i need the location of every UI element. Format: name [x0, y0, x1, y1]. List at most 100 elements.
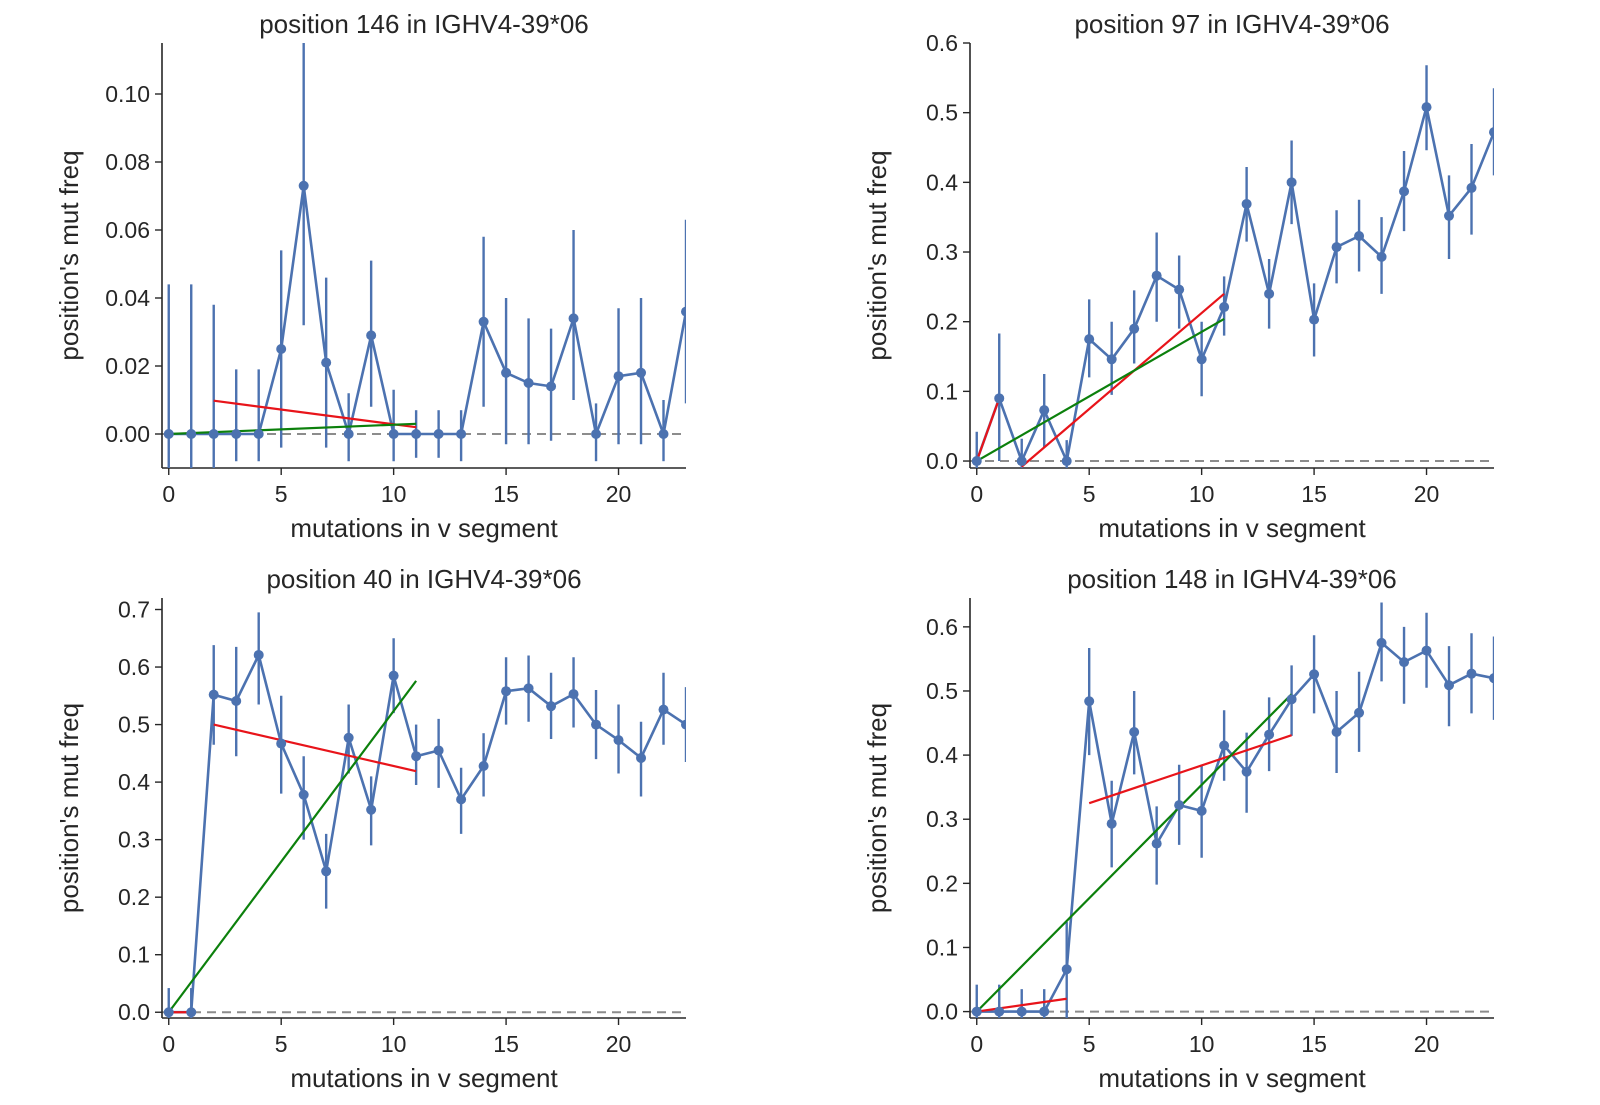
- data-point: [1421, 645, 1432, 656]
- x-axis-label: mutations in v segment: [290, 1063, 558, 1093]
- data-point: [478, 316, 489, 327]
- data-point: [501, 367, 512, 378]
- data-point: [1309, 314, 1320, 325]
- data-point: [1151, 270, 1162, 281]
- data-point: [994, 1006, 1005, 1017]
- y-axis-label: position's mut freq: [862, 150, 892, 360]
- y-tick-label: 0.3: [926, 239, 958, 265]
- red-fit-line: [213, 723, 417, 773]
- y-tick-label: 0.6: [926, 30, 958, 56]
- data-point: [366, 330, 377, 341]
- data-point: [523, 378, 534, 388]
- y-tick-label: 0.10: [105, 81, 150, 107]
- chart-panel-1: position 146 in IGHV4-39*06 0 5 10 15 20 0.00 0…: [54, 9, 686, 543]
- y-tick-label: 0.06: [105, 217, 150, 243]
- data-point: [1489, 673, 1494, 684]
- y-tick-label: 0.5: [118, 712, 150, 738]
- x-tick-label: 15: [493, 481, 519, 507]
- chart-title: position 97 in IGHV4-39*06: [1074, 9, 1389, 39]
- data-point: [1264, 288, 1275, 299]
- red-fit-line: [975, 397, 1001, 462]
- data-point: [1039, 1006, 1050, 1017]
- series-group: [971, 602, 1494, 1018]
- x-tick-label: 0: [162, 1031, 175, 1057]
- y-tick-label: 0.02: [105, 353, 150, 379]
- x-tick-label: 0: [162, 481, 175, 507]
- x-tick-label: 0: [970, 1031, 983, 1057]
- data-point: [1039, 405, 1050, 416]
- y-tick-label: 0.4: [926, 742, 958, 768]
- data-point: [231, 429, 242, 439]
- x-tick-label: 10: [381, 1031, 407, 1057]
- chart-panel-2: position 97 in IGHV4-39*06 0 5 10 15 20 0.0 0.1…: [862, 9, 1494, 543]
- data-point: [1376, 251, 1387, 262]
- data-point: [1376, 637, 1387, 648]
- data-point: [658, 704, 669, 715]
- y-tick-label: 0.1: [118, 942, 150, 968]
- data-point: [1466, 668, 1477, 679]
- y-tick-label: 0.4: [118, 769, 150, 795]
- data-point: [1016, 456, 1027, 467]
- data-point: [1106, 354, 1117, 365]
- x-tick-label: 15: [493, 1031, 519, 1057]
- x-tick-label: 5: [1083, 1031, 1096, 1057]
- data-point: [163, 1007, 174, 1018]
- data-point: [1196, 354, 1207, 365]
- data-point: [1421, 102, 1432, 113]
- x-axis-label: mutations in v segment: [1098, 513, 1366, 543]
- red-fit-line: [1021, 292, 1225, 468]
- chart-title: position 40 in IGHV4-39*06: [266, 564, 581, 594]
- data-point: [1399, 186, 1410, 197]
- data-point: [1331, 727, 1342, 738]
- data-point: [971, 1006, 982, 1017]
- chart-title: position 146 in IGHV4-39*06: [259, 9, 589, 39]
- y-tick-label: 0.2: [926, 309, 958, 335]
- data-point: [1129, 323, 1140, 334]
- x-tick-label: 10: [381, 481, 407, 507]
- data-point: [1061, 964, 1072, 975]
- y-tick-label: 0.2: [118, 884, 150, 910]
- x-tick-label: 5: [275, 1031, 288, 1057]
- data-point: [1151, 838, 1162, 849]
- data-point: [658, 429, 669, 439]
- data-point: [321, 866, 332, 877]
- y-axis-label: position's mut freq: [862, 703, 892, 913]
- data-point: [1241, 766, 1252, 777]
- data-point: [1444, 210, 1455, 221]
- data-point: [1219, 302, 1230, 313]
- x-tick-label: 5: [1083, 481, 1096, 507]
- data-point: [1286, 177, 1297, 188]
- data-point: [388, 429, 399, 439]
- x-axis-label: mutations in v segment: [290, 513, 558, 543]
- x-tick-label: 10: [1189, 481, 1215, 507]
- green-fit-line: [975, 693, 1293, 1013]
- y-tick-label: 0.1: [926, 378, 958, 404]
- x-tick-label: 15: [1301, 481, 1327, 507]
- data-point: [1061, 456, 1072, 467]
- data-point: [1354, 230, 1365, 241]
- y-tick-label: 0.0: [926, 999, 958, 1025]
- green-fit-line: [168, 422, 417, 436]
- y-tick-label: 0.4: [926, 169, 958, 195]
- data-point: [546, 381, 557, 392]
- data-point: [1219, 740, 1230, 751]
- y-tick-label: 0.3: [926, 806, 958, 832]
- chart-title: position 148 in IGHV4-39*06: [1067, 564, 1397, 594]
- data-point: [568, 689, 579, 700]
- data-point: [994, 393, 1005, 404]
- series-line: [976, 641, 1494, 1013]
- data-point: [366, 804, 377, 815]
- y-tick-label: 0.0: [118, 999, 150, 1025]
- data-point: [1016, 1006, 1027, 1017]
- data-point: [523, 683, 534, 694]
- data-point: [1399, 657, 1410, 668]
- data-point: [568, 313, 579, 324]
- data-point: [636, 367, 647, 378]
- y-tick-label: 0.00: [105, 421, 150, 447]
- data-point: [1196, 805, 1207, 816]
- data-point: [636, 752, 647, 763]
- data-point: [388, 670, 399, 681]
- data-point: [1444, 680, 1455, 691]
- data-point: [1129, 727, 1140, 738]
- data-point: [208, 429, 219, 439]
